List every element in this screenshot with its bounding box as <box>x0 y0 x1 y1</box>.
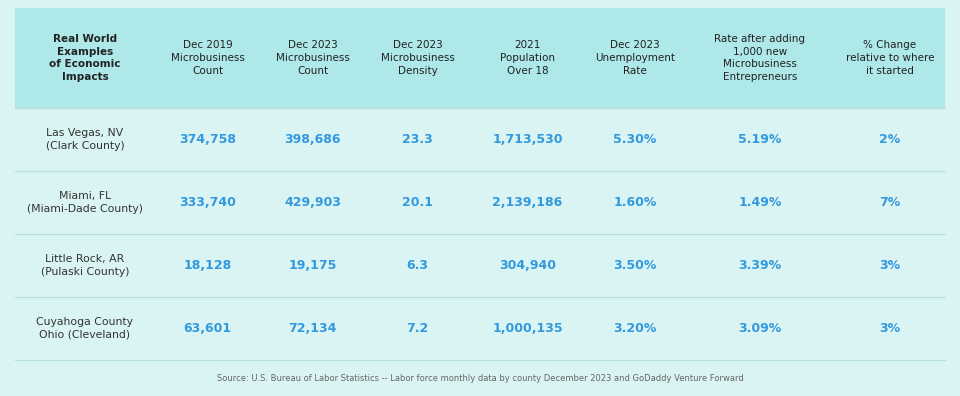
Text: 5.19%: 5.19% <box>738 133 781 146</box>
Text: 3%: 3% <box>879 259 900 272</box>
Text: 398,686: 398,686 <box>284 133 341 146</box>
Bar <box>15 171 945 234</box>
Text: 18,128: 18,128 <box>183 259 231 272</box>
Text: 304,940: 304,940 <box>499 259 556 272</box>
Text: 7%: 7% <box>879 196 900 209</box>
Text: 3.09%: 3.09% <box>738 322 781 335</box>
Text: 3%: 3% <box>879 322 900 335</box>
Text: 429,903: 429,903 <box>284 196 341 209</box>
Text: 333,740: 333,740 <box>180 196 236 209</box>
Text: 3.39%: 3.39% <box>738 259 781 272</box>
Text: % Change
relative to where
it started: % Change relative to where it started <box>846 40 934 76</box>
Text: Dec 2023
Microbusiness
Count: Dec 2023 Microbusiness Count <box>276 40 349 76</box>
Text: 72,134: 72,134 <box>288 322 337 335</box>
Text: Rate after adding
1,000 new
Microbusiness
Entrepreneurs: Rate after adding 1,000 new Microbusines… <box>714 34 805 82</box>
Text: 63,601: 63,601 <box>183 322 231 335</box>
Text: 20.1: 20.1 <box>402 196 433 209</box>
Text: 6.3: 6.3 <box>406 259 428 272</box>
Text: 1.49%: 1.49% <box>738 196 781 209</box>
Text: 7.2: 7.2 <box>406 322 428 335</box>
Bar <box>15 234 945 297</box>
Text: 5.30%: 5.30% <box>613 133 657 146</box>
Text: 3.50%: 3.50% <box>613 259 657 272</box>
Text: 23.3: 23.3 <box>402 133 433 146</box>
Text: 1,713,530: 1,713,530 <box>492 133 563 146</box>
Text: 2,139,186: 2,139,186 <box>492 196 563 209</box>
Bar <box>15 297 945 360</box>
Text: Dec 2023
Microbusiness
Density: Dec 2023 Microbusiness Density <box>380 40 454 76</box>
Text: 19,175: 19,175 <box>288 259 337 272</box>
Text: Little Rock, AR
(Pulaski County): Little Rock, AR (Pulaski County) <box>40 254 130 277</box>
Bar <box>15 108 945 171</box>
Text: Cuyahoga County
Ohio (Cleveland): Cuyahoga County Ohio (Cleveland) <box>36 317 133 340</box>
Text: Miami, FL
(Miami-Dade County): Miami, FL (Miami-Dade County) <box>27 191 143 214</box>
Text: 2021
Population
Over 18: 2021 Population Over 18 <box>500 40 555 76</box>
Text: 1,000,135: 1,000,135 <box>492 322 563 335</box>
Text: Source: U.S. Bureau of Labor Statistics -- Labor force monthly data by county De: Source: U.S. Bureau of Labor Statistics … <box>217 374 743 383</box>
Text: 3.20%: 3.20% <box>613 322 657 335</box>
Bar <box>15 8 945 108</box>
Text: 374,758: 374,758 <box>179 133 236 146</box>
Text: Real World
Examples
of Economic
Impacts: Real World Examples of Economic Impacts <box>49 34 121 82</box>
Text: 1.60%: 1.60% <box>613 196 657 209</box>
Text: Las Vegas, NV
(Clark County): Las Vegas, NV (Clark County) <box>46 128 125 151</box>
Text: 2%: 2% <box>879 133 900 146</box>
Text: Dec 2019
Microbusiness
Count: Dec 2019 Microbusiness Count <box>171 40 245 76</box>
Text: Dec 2023
Unemployment
Rate: Dec 2023 Unemployment Rate <box>595 40 675 76</box>
